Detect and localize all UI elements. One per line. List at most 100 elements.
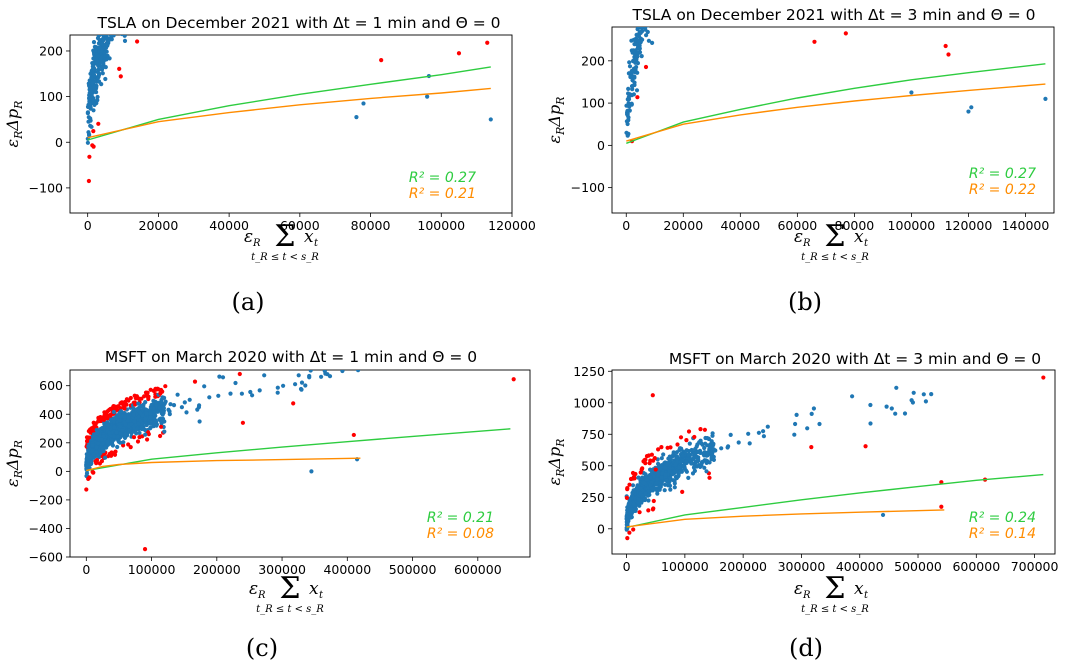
outlier-point (665, 445, 670, 450)
outlier-point (158, 433, 163, 439)
outlier-point (675, 442, 680, 447)
x-label-sum-sub: t_R ≤ t < s_R (251, 252, 319, 263)
data-point (120, 0, 124, 4)
data-point (107, 56, 112, 61)
data-point (102, 35, 105, 36)
outlier-point (630, 470, 636, 476)
data-point (112, 7, 116, 11)
data-point (644, 33, 649, 38)
outlier-point (635, 95, 640, 100)
data-point (673, 462, 678, 467)
data-point (105, 7, 109, 11)
data-point (707, 443, 713, 449)
data-point (103, 455, 108, 460)
data-point (88, 86, 94, 91)
outlier-point (126, 442, 131, 447)
panel-b-marks (624, 0, 1048, 144)
data-point (118, 409, 124, 414)
panel-b-frame (611, 26, 1055, 214)
y-axis-label: εRΔpR (545, 439, 567, 486)
data-point (761, 434, 767, 439)
x-label-epsilon-sub: R (257, 590, 266, 601)
data-point (694, 444, 699, 449)
data-point (89, 124, 94, 129)
outlier-point (707, 475, 712, 480)
data-point (151, 398, 156, 403)
outlier-point (145, 390, 150, 395)
data-point (628, 515, 633, 520)
x-tick-label: 120000 (488, 218, 536, 233)
data-point (850, 394, 855, 399)
data-point (95, 430, 100, 436)
data-point (636, 50, 641, 56)
fit-line-orange (626, 83, 1046, 142)
x-label-x: x (304, 227, 314, 247)
outlier-point (153, 394, 158, 399)
y-tick-label: −100 (571, 180, 605, 195)
data-point (884, 404, 889, 409)
data-point (89, 90, 94, 95)
data-point (159, 400, 164, 405)
data-point (642, 1, 646, 5)
data-point (84, 464, 89, 469)
data-point (893, 411, 898, 416)
x-tick-label: 400000 (323, 562, 371, 577)
data-point (113, 2, 117, 6)
outlier-point (291, 401, 296, 406)
data-point (121, 3, 125, 7)
data-point (106, 2, 110, 6)
data-point (662, 488, 667, 493)
data-point (119, 9, 123, 13)
data-point (646, 0, 650, 2)
x-tick-label: 0 (84, 218, 92, 233)
data-point (651, 0, 655, 3)
data-point (132, 0, 136, 1)
data-point (94, 61, 99, 66)
data-point (115, 8, 119, 12)
data-point (700, 442, 705, 447)
data-point (115, 7, 119, 11)
y-axis-label: εRΔpR (3, 440, 25, 487)
data-point (116, 0, 120, 4)
data-point (668, 456, 673, 461)
outlier-point (122, 406, 127, 411)
data-point (128, 2, 132, 6)
notable-point (511, 377, 516, 382)
data-point (106, 9, 110, 13)
data-point (111, 419, 116, 424)
panel-d-title: MSFT on March 2020 with Δt = 3 min and Θ… (669, 350, 1041, 368)
outlier-point (101, 417, 107, 422)
data-point (119, 3, 123, 7)
panel-c: MSFT on March 2020 with Δt = 1 min and Θ… (29, 348, 531, 662)
outlier-point (153, 386, 158, 391)
panel-a: TSLA on December 2021 with Δt = 1 min an… (29, 0, 536, 316)
outlier-point (627, 530, 632, 535)
data-point (639, 27, 644, 30)
fit-line-green (626, 63, 1046, 144)
data-point (648, 483, 653, 488)
data-point (626, 91, 631, 96)
data-point (698, 438, 703, 443)
fit-line-green (87, 66, 491, 141)
x-label-x-sub: t (319, 590, 324, 601)
data-point (85, 140, 90, 145)
data-point (116, 439, 121, 444)
y-tick-label: −400 (29, 521, 63, 536)
x-tick-label: 0 (622, 218, 630, 233)
outlier-point (159, 424, 164, 429)
x-axis-label: ε R Σt_R ≤ t < s_R x t (794, 571, 869, 615)
outlier-point (93, 421, 98, 426)
x-tick-label: 100000 (417, 218, 465, 233)
data-point (196, 405, 201, 410)
x-label-epsilon: ε (249, 579, 258, 599)
data-point (97, 38, 102, 43)
data-point (663, 465, 668, 470)
data-point (124, 0, 128, 4)
outlier-point (625, 487, 630, 492)
data-point (113, 0, 117, 2)
outlier-point (118, 401, 123, 406)
x-axis-label: ε R Σt_R ≤ t < s_R x t (244, 219, 319, 263)
data-point (111, 0, 115, 1)
data-point (646, 0, 650, 4)
